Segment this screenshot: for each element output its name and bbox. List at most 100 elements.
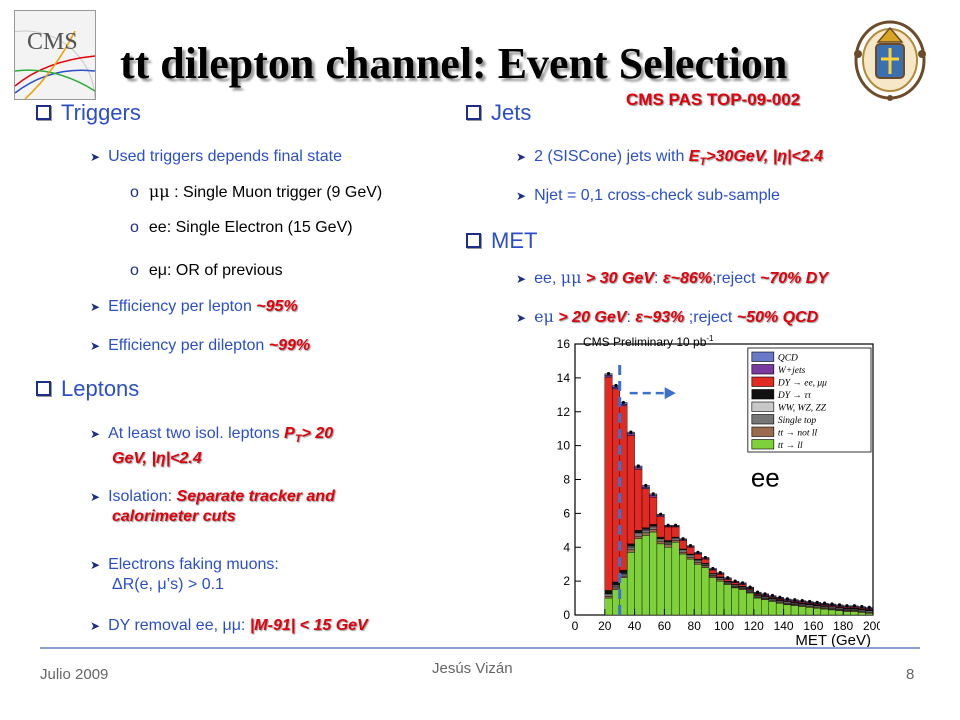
data-point [606, 372, 611, 376]
histogram-bar [701, 565, 710, 568]
histogram-bar [850, 611, 859, 616]
histogram-bar [768, 601, 777, 616]
data-point [718, 571, 722, 575]
histogram-bar [738, 589, 747, 616]
reference-note: CMS PAS TOP-09-002 [626, 90, 801, 109]
legend-swatch [751, 414, 775, 425]
legend-label: W+jets [778, 366, 806, 376]
histogram-bar [790, 605, 799, 616]
data-point [785, 597, 789, 601]
histogram-bar [731, 582, 740, 585]
histogram-bar [649, 524, 658, 527]
legend-swatch [751, 426, 775, 437]
histogram-bar [753, 597, 762, 616]
histogram-bar [738, 584, 747, 587]
histogram-bar [656, 536, 665, 539]
data-point [741, 581, 745, 585]
arrow-bullet-icon: ➤ [90, 150, 101, 164]
histogram-bar [649, 495, 658, 498]
footer-page-number: 8 [906, 666, 915, 683]
histogram-bar [641, 486, 650, 490]
data-point [793, 598, 797, 602]
met-ee-mumu: ➤ ee, μμ > 30 GeV: ε~86%;reject ~70% DY [516, 268, 829, 287]
histogram-bar [805, 607, 814, 616]
x-tick-label: 20 [598, 619, 612, 633]
histogram-bar [664, 544, 673, 548]
legend-swatch [751, 401, 775, 412]
histogram-bar [641, 527, 650, 530]
histogram-bar [649, 497, 658, 525]
legend-label: WW, WZ, ZZ [778, 404, 827, 414]
data-point [614, 383, 618, 388]
histogram-bar [641, 535, 650, 616]
y-tick-label: 8 [563, 473, 570, 487]
data-point [755, 590, 760, 594]
lep-dy-removal: ➤ DY removal ee, μμ: |M-91| < 15 GeV [90, 617, 368, 634]
legend-label: Single top [778, 416, 817, 426]
histogram-bar [693, 553, 702, 560]
jets-crosscheck: ➤ Njet = 0,1 cross-check sub-sample [516, 187, 780, 204]
leptons-header: Leptons [36, 376, 139, 402]
histogram-bar [671, 540, 680, 543]
slide-title: tt dilepton channel: Event Selection [120, 39, 788, 88]
histogram-bar [701, 558, 710, 564]
histogram-bar [679, 552, 687, 555]
legend-swatch [751, 351, 775, 362]
channel-annotation: ee [751, 462, 780, 492]
data-point [644, 483, 648, 488]
legend-label: DY → ee, μμ [777, 379, 827, 389]
footer-date: Julio 2009 [40, 666, 109, 683]
histogram-bar [708, 569, 717, 574]
histogram-bar [843, 611, 851, 616]
y-tick-label: 12 [557, 405, 571, 419]
histogram-bar [641, 488, 650, 528]
chart-title-superscript: -1 [706, 334, 714, 343]
data-point [659, 512, 663, 516]
data-point [860, 604, 864, 609]
histogram-bar [671, 541, 680, 616]
histogram-bar [716, 579, 725, 582]
data-point [673, 523, 678, 527]
histogram-bar [634, 530, 643, 534]
eff-dilepton: ➤ Efficiency per dilepton ~99% [90, 337, 311, 354]
histogram-bar [626, 547, 635, 550]
trig-emu: o eμ: OR of previous [130, 262, 283, 279]
histogram-bar [604, 596, 613, 599]
data-point [778, 595, 782, 599]
histogram-bar [612, 586, 620, 589]
histogram-bar [604, 597, 613, 616]
met-histogram: 0 20 40 60 80 100 120 140 160 180 200 0 2 4 6 8 10 12 14 16… [557, 334, 880, 647]
data-point [763, 592, 767, 596]
arrow-bullet-icon: ➤ [516, 311, 527, 325]
histogram-bar [686, 557, 695, 560]
histogram-bar [716, 574, 725, 578]
histogram-bar [604, 376, 613, 591]
histogram-bar [701, 567, 710, 616]
x-tick-label: 140 [774, 619, 794, 633]
histogram-bar [664, 547, 673, 616]
arrow-bullet-icon: ➤ [90, 427, 101, 441]
histogram-bar [746, 592, 755, 616]
x-tick-label: 180 [833, 619, 853, 633]
y-tick-label: 10 [557, 439, 571, 453]
histogram-bar [865, 613, 874, 616]
x-tick-label: 120 [744, 619, 764, 633]
eff-lepton: ➤ Efficiency per lepton ~95% [90, 298, 298, 315]
data-point [815, 600, 819, 604]
histogram-bar [731, 587, 740, 616]
cms-logo-text: CMS [27, 29, 78, 55]
data-point [703, 555, 707, 560]
data-point [696, 550, 700, 554]
data-point [845, 604, 849, 608]
histogram-bar [656, 539, 665, 542]
histogram-bar [626, 435, 635, 545]
x-tick-label: 100 [714, 619, 734, 633]
footer-author: Jesús Vizán [432, 660, 513, 677]
legend-swatch [751, 376, 775, 387]
data-point [822, 601, 827, 605]
data-point [800, 599, 804, 603]
histogram-bar [723, 584, 732, 616]
footer-rule [40, 647, 920, 649]
histogram-bar [634, 538, 643, 616]
data-point [852, 604, 856, 608]
